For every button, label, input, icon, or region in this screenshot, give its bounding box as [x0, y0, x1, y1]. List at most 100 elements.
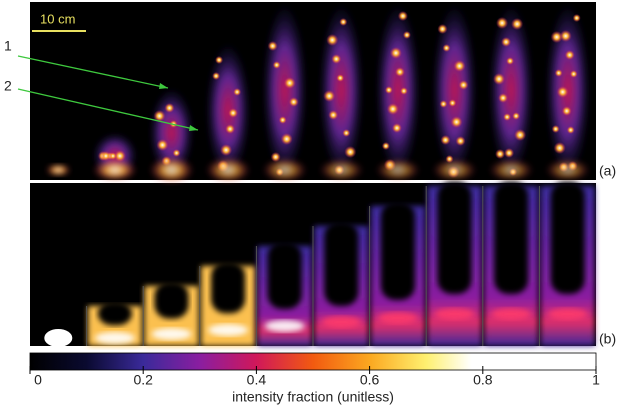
bed: [262, 158, 307, 182]
hot-spot: [450, 116, 463, 128]
hot-band: [491, 308, 532, 320]
hot-band: [377, 312, 418, 324]
panel-b-columns: [44, 182, 595, 347]
column-core: [437, 182, 472, 294]
hot-spot: [326, 34, 339, 46]
hot-spot: [328, 110, 339, 120]
hot-spot: [569, 70, 578, 78]
arrow-head: [159, 83, 168, 89]
hot-spot: [336, 74, 345, 82]
hot-spot: [511, 18, 524, 30]
scale-bar-label: 10 cm: [40, 11, 75, 26]
hot-spot: [498, 93, 509, 103]
hot-spot: [344, 146, 357, 158]
hot-spot: [215, 56, 224, 64]
colorbar-tick-label: 0.4: [247, 372, 267, 388]
hot-spot: [267, 41, 278, 51]
colorbar-axis: 0 0.2 0.4 0.6 0.8 1: [29, 366, 600, 388]
colorbar-tick-label: 0.8: [473, 372, 493, 388]
hot-spot: [493, 73, 506, 85]
hot-spot: [564, 50, 575, 60]
hot-spot: [113, 150, 126, 162]
annotation: 1: [4, 38, 12, 54]
hot-spot: [220, 144, 233, 156]
hot-spot: [566, 126, 575, 134]
panel-label: (a): [599, 163, 616, 179]
hot-spot: [225, 124, 236, 134]
arrow-head: [189, 125, 198, 131]
colorbar: [29, 352, 597, 371]
hot-spot: [280, 133, 293, 145]
hot-spot: [288, 97, 299, 107]
hot-spot: [331, 54, 342, 64]
hot-spot: [391, 123, 402, 133]
hot-spot: [172, 149, 181, 157]
hot-spot: [503, 113, 512, 121]
hot-band: [208, 324, 249, 336]
hot-spot: [504, 148, 515, 158]
colorbar-tick-label: 0.2: [133, 372, 153, 388]
bed: [489, 159, 534, 181]
column-core: [324, 222, 359, 306]
hot-spot: [272, 61, 281, 69]
hot-spot: [339, 18, 348, 26]
bed: [92, 159, 137, 181]
bed: [432, 159, 477, 181]
bed: [46, 164, 71, 176]
hot-spot: [164, 103, 175, 113]
hot-spot: [323, 90, 336, 102]
hot-spot: [228, 108, 239, 118]
arrow: [17, 55, 169, 89]
column-core: [494, 182, 529, 294]
hot-spot: [442, 44, 451, 52]
hot-spot: [342, 129, 351, 137]
hot-spot: [283, 77, 296, 89]
hot-spot: [506, 57, 515, 65]
hot-spot: [439, 100, 448, 108]
hot-spot: [394, 67, 405, 77]
column-core: [550, 182, 585, 294]
hot-spot: [100, 151, 111, 161]
hot-spot: [551, 125, 560, 133]
colorbar-label: intensity fraction (unitless): [232, 389, 394, 405]
colorbar-tick-label: 1: [592, 372, 600, 388]
hot-spot: [556, 86, 569, 98]
plume: [375, 3, 420, 178]
column-core: [267, 242, 302, 309]
hot-spot: [550, 31, 563, 43]
hot-band: [547, 308, 588, 320]
arrow: [17, 88, 199, 131]
panel-a-columns: [46, 3, 590, 184]
hot-spot: [572, 14, 581, 22]
hot-spot: [233, 88, 242, 96]
hot-band: [321, 316, 362, 328]
hot-spot: [458, 80, 469, 90]
hot-spot: [553, 142, 566, 154]
hot-spot: [386, 103, 399, 115]
hot-band: [151, 328, 192, 340]
hot-band: [434, 308, 475, 320]
hot-spot: [495, 149, 506, 159]
hot-spot: [514, 129, 527, 141]
hot-spot: [389, 47, 402, 59]
hot-spot: [501, 37, 512, 47]
hot-spot: [397, 11, 408, 21]
hot-spot: [108, 152, 117, 160]
plume: [262, 3, 307, 178]
hot-spot: [399, 87, 408, 95]
column-core: [380, 202, 415, 300]
hot-spot: [440, 135, 451, 145]
column-core: [97, 302, 132, 326]
colorbar-tick-label: 0: [34, 372, 42, 388]
plume: [319, 3, 364, 178]
hot-spot: [278, 116, 287, 124]
hot-spot: [512, 112, 521, 120]
hot-spot: [437, 24, 448, 34]
hot-band: [94, 332, 135, 344]
annotation: 2: [4, 78, 12, 94]
bed: [375, 159, 420, 181]
hot-spot: [156, 139, 169, 151]
bed: [206, 157, 251, 183]
colorbar-tick-label: 0.6: [360, 372, 380, 388]
